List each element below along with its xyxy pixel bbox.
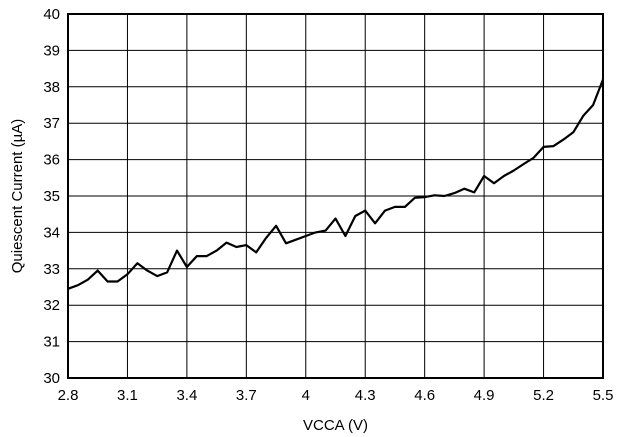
- x-tick-label: 3.1: [117, 387, 138, 404]
- x-tick-label: 4.6: [414, 387, 435, 404]
- y-tick-labels: 30 31 32 33 34 35 36 37 38 39 40: [43, 6, 60, 387]
- series-line: [67, 79, 605, 290]
- x-tick-label: 2.8: [58, 387, 79, 404]
- x-tick-label: 5.5: [593, 387, 614, 404]
- grid-lines: [67, 13, 604, 379]
- x-axis-label: VCCA (V): [303, 417, 368, 434]
- x-tick-label: 3.7: [236, 387, 257, 404]
- y-tick-label: 31: [43, 334, 60, 351]
- x-tick-label: 4.3: [355, 387, 376, 404]
- plot-frame: [67, 13, 604, 379]
- x-tick-label: 4: [302, 387, 310, 404]
- x-tick-label: 3.4: [176, 387, 197, 404]
- y-axis-label: Quiescent Current (µA): [9, 119, 26, 274]
- y-tick-label: 32: [43, 297, 60, 314]
- y-tick-label: 33: [43, 261, 60, 278]
- x-tick-label: 5.2: [533, 387, 554, 404]
- y-tick-label: 37: [43, 115, 60, 132]
- y-tick-label: 40: [43, 6, 60, 23]
- y-tick-label: 39: [43, 42, 60, 59]
- y-tick-label: 36: [43, 152, 60, 169]
- y-tick-label: 34: [43, 224, 60, 241]
- y-tick-label: 35: [43, 188, 60, 205]
- y-tick-label: 30: [43, 370, 60, 387]
- x-tick-labels: 2.8 3.1 3.4 3.7 4 4.3 4.6 4.9 5.2 5.5: [58, 387, 614, 404]
- y-tick-label: 38: [43, 79, 60, 96]
- x-tick-label: 4.9: [474, 387, 495, 404]
